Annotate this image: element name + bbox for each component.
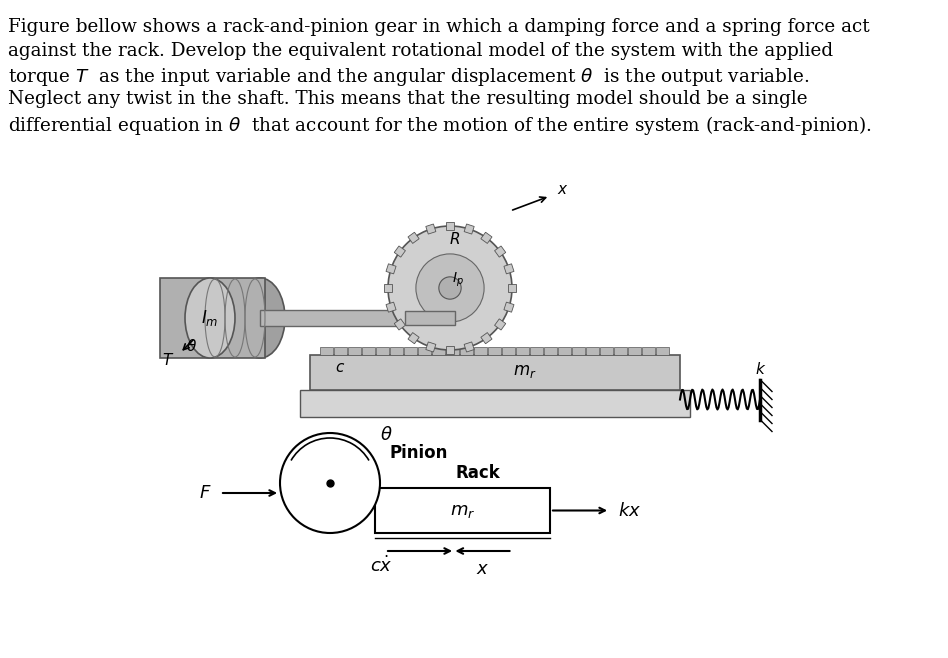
FancyBboxPatch shape [375, 488, 550, 533]
FancyBboxPatch shape [495, 319, 505, 330]
FancyBboxPatch shape [310, 355, 680, 390]
FancyBboxPatch shape [504, 302, 514, 312]
Circle shape [439, 277, 461, 299]
Ellipse shape [235, 278, 285, 358]
Text: Pinion: Pinion [390, 444, 448, 462]
FancyBboxPatch shape [362, 347, 375, 355]
FancyBboxPatch shape [586, 347, 599, 355]
FancyBboxPatch shape [408, 232, 419, 243]
FancyBboxPatch shape [260, 310, 410, 326]
FancyBboxPatch shape [544, 347, 557, 355]
FancyBboxPatch shape [600, 347, 613, 355]
Circle shape [280, 433, 380, 533]
FancyBboxPatch shape [495, 246, 505, 257]
FancyBboxPatch shape [405, 311, 455, 325]
FancyBboxPatch shape [488, 347, 501, 355]
FancyBboxPatch shape [376, 347, 389, 355]
FancyBboxPatch shape [390, 347, 403, 355]
Text: $\theta$: $\theta$ [187, 338, 197, 354]
Text: $I_p$: $I_p$ [452, 271, 464, 290]
FancyBboxPatch shape [481, 332, 492, 343]
FancyBboxPatch shape [504, 264, 514, 274]
FancyBboxPatch shape [300, 390, 690, 417]
Circle shape [416, 254, 484, 322]
FancyBboxPatch shape [418, 347, 431, 355]
Text: $F$: $F$ [199, 484, 211, 502]
Text: $R$: $R$ [449, 231, 461, 247]
FancyBboxPatch shape [628, 347, 641, 355]
FancyBboxPatch shape [614, 347, 627, 355]
FancyBboxPatch shape [446, 346, 454, 354]
Text: Rack: Rack [455, 464, 500, 482]
FancyBboxPatch shape [386, 302, 396, 312]
FancyBboxPatch shape [502, 347, 515, 355]
FancyBboxPatch shape [394, 246, 406, 257]
FancyBboxPatch shape [320, 347, 333, 355]
FancyBboxPatch shape [394, 319, 406, 330]
Text: $m_r$: $m_r$ [449, 501, 475, 520]
FancyBboxPatch shape [465, 224, 474, 234]
FancyBboxPatch shape [334, 347, 347, 355]
Text: $k$: $k$ [755, 361, 766, 378]
Text: $c$: $c$ [335, 361, 345, 376]
FancyBboxPatch shape [460, 347, 473, 355]
FancyBboxPatch shape [348, 347, 361, 355]
FancyBboxPatch shape [160, 278, 265, 358]
Text: $kx$: $kx$ [618, 501, 641, 520]
Text: Neglect any twist in the shaft. This means that the resulting model should be a : Neglect any twist in the shaft. This mea… [8, 90, 808, 108]
Text: $x$: $x$ [476, 560, 489, 578]
FancyBboxPatch shape [426, 224, 436, 234]
FancyBboxPatch shape [558, 347, 571, 355]
Text: $m_r$: $m_r$ [513, 361, 537, 380]
FancyBboxPatch shape [386, 264, 396, 274]
Ellipse shape [185, 278, 235, 358]
Text: $\theta$: $\theta$ [380, 426, 392, 444]
Text: $c\dot{x}$: $c\dot{x}$ [370, 556, 392, 576]
FancyBboxPatch shape [384, 284, 392, 292]
Text: $I_m$: $I_m$ [201, 308, 219, 328]
Text: $x$: $x$ [557, 182, 569, 197]
FancyBboxPatch shape [572, 347, 585, 355]
FancyBboxPatch shape [432, 347, 445, 355]
FancyBboxPatch shape [446, 222, 454, 230]
FancyBboxPatch shape [481, 232, 492, 243]
FancyBboxPatch shape [446, 347, 459, 355]
FancyBboxPatch shape [408, 332, 419, 343]
Text: torque $T$  as the input variable and the angular displacement $\theta$  is the : torque $T$ as the input variable and the… [8, 66, 810, 88]
FancyBboxPatch shape [516, 347, 529, 355]
Text: Figure bellow shows a rack-and-pinion gear in which a damping force and a spring: Figure bellow shows a rack-and-pinion ge… [8, 18, 869, 36]
FancyBboxPatch shape [656, 347, 669, 355]
Text: against the rack. Develop the equivalent rotational model of the system with the: against the rack. Develop the equivalent… [8, 42, 833, 60]
FancyBboxPatch shape [508, 284, 516, 292]
FancyBboxPatch shape [642, 347, 655, 355]
FancyBboxPatch shape [530, 347, 543, 355]
FancyBboxPatch shape [465, 342, 474, 352]
Circle shape [388, 226, 512, 350]
FancyBboxPatch shape [426, 342, 436, 352]
Text: differential equation in $\theta$  that account for the motion of the entire sys: differential equation in $\theta$ that a… [8, 114, 872, 137]
Text: $T$: $T$ [162, 352, 174, 368]
Text: $F$: $F$ [366, 486, 378, 505]
FancyBboxPatch shape [474, 347, 487, 355]
FancyBboxPatch shape [404, 347, 417, 355]
